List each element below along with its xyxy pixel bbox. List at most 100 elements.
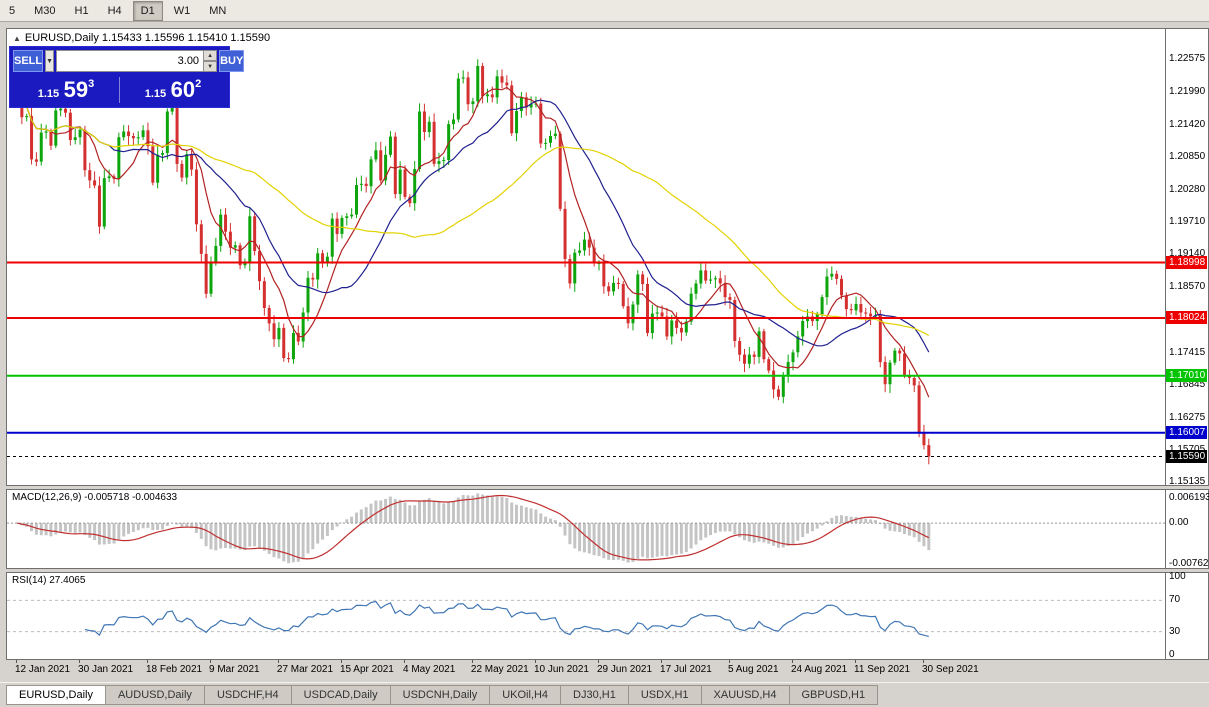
chart-window: ▲ EURUSD,Daily 1.15433 1.15596 1.15410 1.… [6,28,1209,678]
macd-tick-max: 0.006193 [1169,492,1209,503]
price-level-tag: 1.18998 [1166,256,1207,270]
rsi-tick: 30 [1169,625,1181,637]
chart-tab-audusd-daily[interactable]: AUDUSD,Daily [104,685,205,705]
macd-name: MACD(12,26,9) [12,492,82,503]
macd-axis[interactable]: 0.006193 0.00 -0.00762 [1166,489,1209,569]
macd-values: -0.005718 -0.004633 [84,492,178,503]
volume-dropdown-icon[interactable]: ▼ [45,50,55,72]
rsi-tick: 70 [1169,594,1181,606]
rsi-axis[interactable]: 100 70 30 0 [1166,571,1209,660]
price-tick: 1.17415 [1169,346,1206,358]
chart-tab-xauusd-h4[interactable]: XAUUSD,H4 [700,685,790,705]
date-label: 5 Aug 2021 [727,664,779,675]
buy-button[interactable]: BUY [219,50,245,72]
date-label: 27 Mar 2021 [276,664,334,675]
date-label: 10 Jun 2021 [533,664,589,675]
date-tick-mark [922,660,924,663]
sell-button[interactable]: SELL [13,50,44,72]
date-tick-mark [16,660,17,663]
sell-price-small: 1.15 [37,88,60,100]
date-label: 4 May 2021 [403,664,456,675]
macd-tick-zero: 0.00 [1169,517,1189,529]
date-label: 12 Jan 2021 [15,664,71,675]
date-tick-mark [210,660,211,663]
chart-tab-eurusd-daily[interactable]: EURUSD,Daily [6,685,106,705]
date-tick-mark [146,660,148,663]
trade-panel-toggle-icon[interactable]: ▲ [13,34,21,43]
date-tick-mark [340,660,342,663]
volume-up-icon[interactable]: ▲ [203,50,218,61]
chart-tab-usdcnh-daily[interactable]: USDCNH,Daily [389,685,491,705]
chart-title: ▲ EURUSD,Daily 1.15433 1.15596 1.15410 1.… [13,32,270,44]
chart-tab-usdchf-h4[interactable]: USDCHF,H4 [203,685,292,705]
one-click-trading-panel: SELL ▼ ▲ ▼ BUY 1.15 593 1.15 602 [9,46,245,108]
timeframe-toolbar: 5 M30 H1 H4 D1 W1 MN [0,0,1209,22]
price-level-tag: 1.17010 [1166,369,1207,383]
timeframe-button-w1[interactable]: W1 [173,4,191,17]
sell-price-sup: 3 [88,78,95,90]
date-label: 30 Jan 2021 [78,664,134,675]
price-level-tag: 1.16007 [1166,426,1207,440]
timeframe-button-mn[interactable]: MN [209,4,227,17]
chart-tabs-bar: EURUSD,Daily AUDUSD,Daily USDCHF,H4 USDCAD,… [0,682,1209,707]
rsi-value: 27.4065 [49,575,86,586]
sell-price-big: 59 [63,77,89,102]
rsi-tick: 0 [1169,649,1175,660]
rsi-label: RSI(14) 27.4065 [12,575,85,586]
date-tick-mark [277,660,279,663]
date-tick-mark [792,660,793,663]
macd-chart [7,493,1165,564]
chart-tab-dj30-h1[interactable]: DJ30,H1 [560,685,629,705]
timeframe-button-5[interactable]: 5 [9,4,16,17]
price-axis[interactable]: 1.22575 1.21990 1.21420 1.20850 1.20280 1.197… [1166,28,1209,487]
date-tick-mark [598,660,599,663]
macd-tick-min: -0.00762 [1169,558,1209,569]
rsi-tick: 100 [1169,571,1186,582]
chart-title-text: EURUSD,Daily 1.15433 1.15596 1.15410 1.1… [24,32,271,44]
rsi-pane: RSI(14) 27.4065 [6,572,1166,660]
time-axis[interactable]: 12 Jan 2021 30 Jan 2021 18 Feb 2021 9 Mar 2… [6,660,1166,678]
price-tick: 1.19140 [1169,248,1206,260]
price-tick: 1.22575 [1169,52,1206,64]
volume-down-icon[interactable]: ▼ [203,61,218,72]
macd-label: MACD(12,26,9) -0.005718 -0.004633 [12,492,177,503]
price-level-tag: 1.18024 [1166,311,1207,325]
date-tick-mark [855,660,857,663]
date-tick-mark [471,660,473,663]
date-tick-mark [728,660,730,663]
buy-price-sup: 2 [195,78,202,90]
date-tick-mark [534,660,536,663]
price-tick: 1.15705 [1169,444,1205,456]
price-tick: 1.16275 [1169,411,1206,423]
timeframe-button-m30[interactable]: M30 [34,4,56,17]
date-label: 18 Feb 2021 [145,664,203,675]
candlestick-chart [7,59,1165,465]
chart-tab-ukoil-h4[interactable]: UKOil,H4 [489,685,562,705]
macd-pane: MACD(12,26,9) -0.005718 -0.004633 [6,489,1166,569]
date-tick-mark [79,660,81,663]
buy-price-big: 60 [170,77,196,102]
volume-input[interactable] [56,50,204,72]
price-tick: 1.21420 [1169,118,1206,130]
timeframe-button-h4[interactable]: H4 [107,4,122,17]
main-chart-pane: ▲ EURUSD,Daily 1.15433 1.15596 1.15410 1.… [6,28,1166,486]
sell-price[interactable]: 1.15 593 [13,77,119,103]
date-label: 22 May 2021 [470,664,529,675]
date-label: 17 Jul 2021 [660,664,712,675]
buy-price-small: 1.15 [144,88,167,100]
date-label: 11 Sep 2021 [854,664,911,675]
rsi-name: RSI(14) [12,575,47,586]
timeframe-button-h1[interactable]: H1 [74,4,89,17]
date-label: 9 Mar 2021 [209,664,260,675]
chart-tab-usdx-h1[interactable]: USDX,H1 [627,685,702,705]
price-tick: 1.19710 [1169,215,1206,227]
timeframe-button-d1[interactable]: D1 [132,0,163,21]
rsi-chart [7,599,1165,637]
date-tick-mark [404,660,405,663]
date-tick-mark [661,660,663,663]
buy-price[interactable]: 1.15 602 [120,77,226,103]
price-divider [119,77,120,103]
chart-tab-usdcad-daily[interactable]: USDCAD,Daily [290,685,391,705]
date-label: 29 Jun 2021 [597,664,653,675]
chart-tab-gbpusd-h1[interactable]: GBPUSD,H1 [788,685,879,705]
